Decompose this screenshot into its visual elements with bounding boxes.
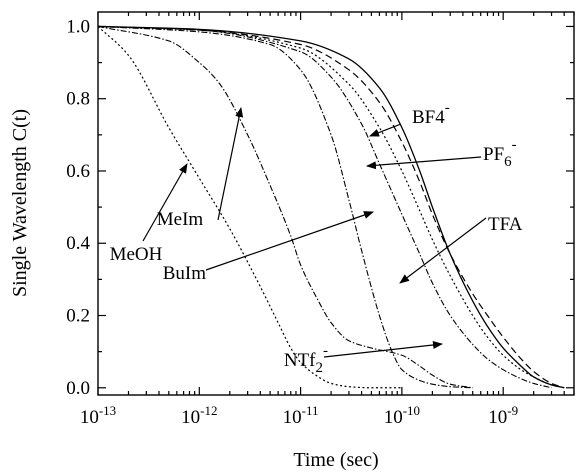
annotation-arrow-meoh	[142, 163, 188, 242]
annotation-arrow-meim	[217, 107, 244, 221]
y-tick-label: 0.6	[66, 161, 90, 182]
y-tick-label: 0.0	[66, 378, 90, 399]
x-tick-label: 10-12	[181, 403, 217, 428]
annotation-arrow-pf6-	[366, 156, 482, 170]
annotation-label-meim: MeIm	[157, 209, 204, 230]
y-tick-label: 0.8	[66, 89, 90, 110]
x-tick-label: 10-10	[384, 403, 420, 428]
y-axis-label: Single Wavelength C(t)	[9, 109, 31, 297]
y-tick-label: 0.2	[66, 306, 90, 327]
annotation-arrow-ntf2-	[323, 341, 443, 358]
annotation-label-bf4-: BF4-	[412, 100, 450, 128]
series-bf4--line	[97, 25, 565, 389]
x-axis-label: Time (sec)	[293, 449, 378, 471]
tick-group: 10-13 10-12 10-11 10-10 10-9 0.0 0.2 0.4 0.6 0.8 1…	[66, 12, 575, 428]
series-meim-line	[97, 25, 473, 389]
annotation-label-meoh: MeOH	[110, 244, 163, 265]
annotation-arrow-buim	[205, 211, 374, 271]
series-group	[97, 25, 565, 389]
y-tick-label: 1.0	[66, 16, 90, 37]
series-pf6--line	[97, 25, 565, 389]
x-tick-label: 10-11	[283, 403, 319, 428]
annotation-arrow-bf4-	[369, 123, 402, 137]
x-tick-label: 10-9	[488, 403, 518, 428]
annotation-label-buim: BuIm	[163, 263, 207, 284]
x-tick-label: 10-13	[80, 403, 116, 428]
annotation-label-pf6-: PF6-	[483, 137, 517, 170]
series-tfa-line	[97, 25, 565, 389]
series-meoh-line	[97, 26, 402, 389]
plot-frame	[97, 11, 575, 396]
series-ntf2--line	[97, 25, 552, 389]
y-tick-label: 0.4	[66, 233, 90, 254]
annotation-label-tfa: TFA	[488, 214, 523, 235]
annotation-arrow-tfa	[399, 217, 487, 284]
series-buim-line	[97, 25, 473, 389]
annotation-label-ntf2-: NTf2-	[284, 343, 328, 376]
annotation-group: BF4- PF6- TFA NTf2- BuIm MeIm MeOH	[110, 100, 523, 376]
